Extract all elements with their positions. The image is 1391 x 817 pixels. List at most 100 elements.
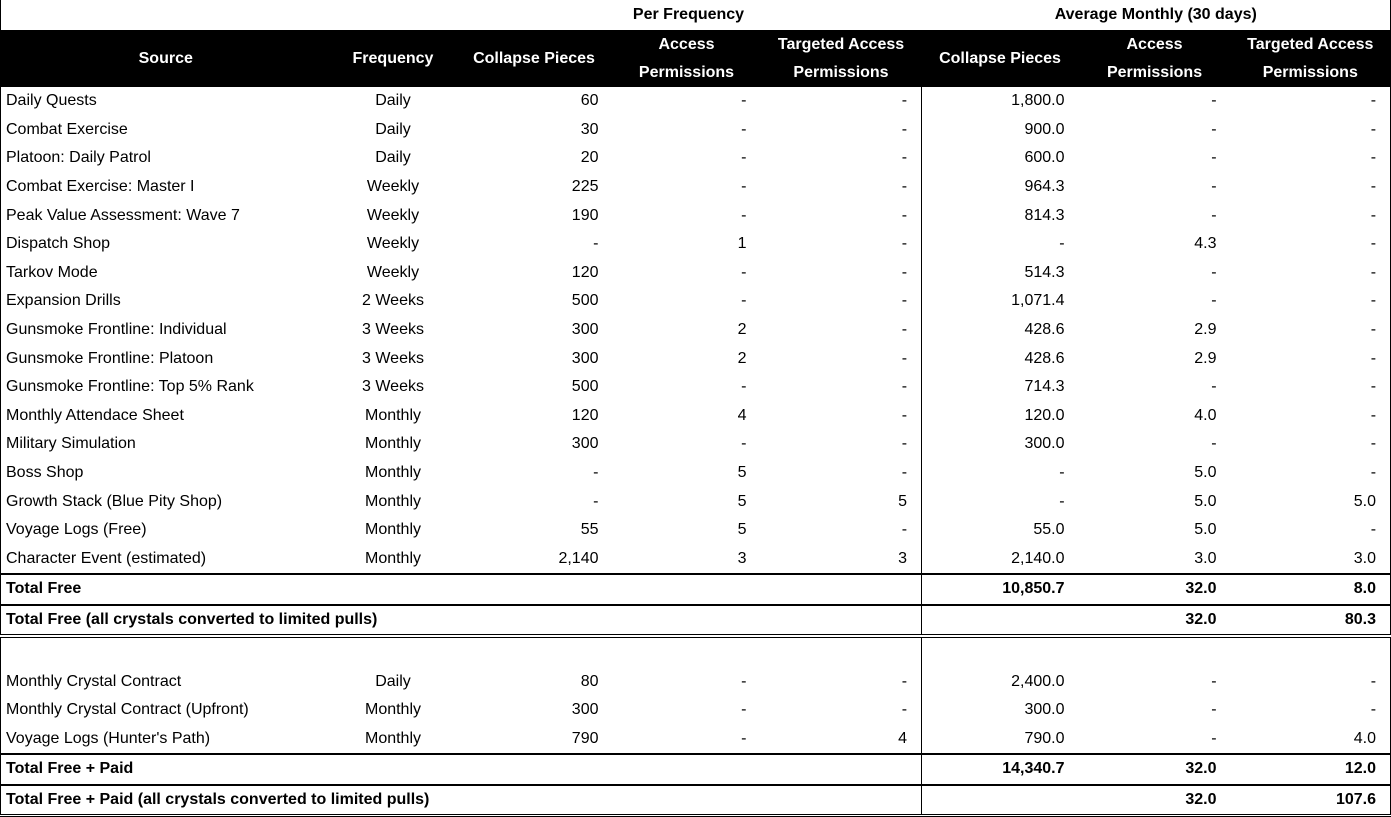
cell-targeted-access-permissions: -	[760, 287, 923, 316]
group-average-monthly: Average Monthly (30 days)	[921, 0, 1391, 31]
cell-avg-targeted-access-permissions: -	[1370, 178, 1377, 196]
cell-collapse-pieces: 120	[571, 263, 599, 281]
cell-access-permissions: 3	[737, 549, 747, 567]
column-header-row: Source Frequency Collapse Pieces Access …	[0, 30, 1391, 87]
cell-collapse-pieces: 60	[580, 92, 599, 110]
table-row: Gunsmoke Frontline: Individual 3 Weeks 300…	[1, 315, 1391, 345]
cell-avg-collapse-pieces: 2,140.0	[1011, 549, 1065, 567]
cell-frequency: Monthly	[364, 521, 422, 539]
cell-targeted-access-permissions: 4	[760, 724, 923, 755]
cell-targeted-access-permissions: -	[760, 172, 923, 202]
cell-collapse-pieces: 500	[571, 378, 599, 396]
cell-avg-collapse-pieces: 814.3	[1024, 206, 1065, 224]
cell-source: Dispatch Shop	[6, 235, 111, 253]
cell-avg-access-permissions: 32.0	[1078, 603, 1231, 639]
header-avg-access-permissions: Access Permissions	[1078, 30, 1231, 87]
cell-avg-targeted-access-permissions: -	[1370, 263, 1377, 281]
cell-frequency: Monthly	[364, 406, 422, 424]
table-row: Growth Stack (Blue Pity Shop) Monthly - 5 5 -…	[1, 487, 1391, 516]
cell-access-permissions: -	[741, 206, 747, 224]
cell-avg-targeted-access-permissions: -	[1370, 235, 1377, 253]
table-row: Monthly Crystal Contract (Upfront) Monthl…	[1, 695, 1391, 725]
cell-targeted-access-permissions: -	[760, 695, 923, 725]
total-row: Total Free 10,850.7 32.0 8.0	[0, 573, 1391, 605]
cell-targeted-access-permissions: -	[760, 144, 923, 173]
table-row: Gunsmoke Frontline: Top 5% Rank 3 Weeks 50…	[1, 372, 1391, 402]
cell-frequency: 3 Weeks	[362, 349, 424, 367]
header-avg-collapse-pieces: Collapse Pieces	[921, 30, 1079, 87]
cell-avg-targeted-access-permissions: 12.0	[1230, 753, 1391, 785]
cell-avg-targeted-access-permissions: -	[1370, 701, 1377, 719]
cell-avg-targeted-access-permissions: -	[1370, 292, 1377, 310]
spacer-row	[0, 636, 1391, 668]
cell-avg-access-permissions: 5.0	[1194, 521, 1217, 539]
cell-access-permissions: -	[741, 178, 747, 196]
cell-avg-targeted-access-permissions: -	[1370, 120, 1377, 138]
cell-targeted-access-permissions: -	[760, 401, 923, 431]
cell-frequency: Monthly	[364, 492, 422, 510]
table-row: Dispatch Shop Weekly -1- -4.3-	[1, 229, 1391, 259]
cell-avg-targeted-access-permissions: -	[1370, 378, 1377, 396]
cell-source: Expansion Drills	[6, 292, 121, 310]
cell-avg-access-permissions: -	[1211, 292, 1217, 310]
cell-avg-collapse-pieces	[921, 783, 1079, 816]
header-avg-targeted-access-permissions: Targeted Access Permissions	[1230, 30, 1391, 87]
cell-source: Gunsmoke Frontline: Top 5% Rank	[6, 378, 254, 396]
cell-avg-collapse-pieces: 1,800.0	[1011, 92, 1065, 110]
cell-avg-targeted-access-permissions: -	[1370, 349, 1377, 367]
cell-avg-access-permissions: 4.0	[1194, 406, 1217, 424]
cell-avg-targeted-access-permissions: -	[1370, 521, 1377, 539]
cell-avg-access-permissions: 5.0	[1194, 464, 1217, 482]
table-row: Tarkov Mode Weekly 120- -514.3- -	[1, 258, 1391, 288]
cell-avg-access-permissions: 32.0	[1078, 573, 1231, 605]
cell-source: Character Event (estimated)	[6, 549, 207, 567]
cell-avg-access-permissions: -	[1211, 178, 1217, 196]
cell-avg-collapse-pieces: -	[1059, 464, 1065, 482]
cell-collapse-pieces: 300	[571, 435, 599, 453]
cell-access-permissions: 2	[737, 321, 747, 339]
cell-frequency: Weekly	[366, 178, 420, 196]
cell-source: Daily Quests	[6, 92, 97, 110]
table-row: Expansion Drills 2 Weeks 500- -1,071.4- -	[1, 287, 1391, 316]
cell-avg-targeted-access-permissions: 5.0	[1353, 492, 1377, 510]
header-access-permissions: Access Permissions	[612, 30, 761, 87]
cell-source: Monthly Crystal Contract (Upfront)	[6, 701, 249, 719]
cell-avg-access-permissions: -	[1211, 206, 1217, 224]
cell-access-permissions: 1	[737, 235, 747, 253]
cell-source: Gunsmoke Frontline: Platoon	[6, 349, 214, 367]
cell-access-permissions: -	[741, 672, 747, 690]
cell-avg-targeted-access-permissions: 107.6	[1230, 783, 1391, 816]
cell-avg-access-permissions: 2.9	[1194, 349, 1217, 367]
cell-source: Platoon: Daily Patrol	[6, 149, 151, 167]
cell-frequency: Monthly	[364, 729, 422, 747]
cell-avg-access-permissions: -	[1211, 672, 1217, 690]
cell-avg-collapse-pieces: 514.3	[1024, 263, 1065, 281]
cell-targeted-access-permissions: -	[760, 258, 923, 288]
cell-source: Combat Exercise	[6, 120, 128, 138]
cell-collapse-pieces: 300	[571, 321, 599, 339]
cell-collapse-pieces: 300	[571, 701, 599, 719]
cell-access-permissions: -	[741, 292, 747, 310]
cell-avg-targeted-access-permissions: -	[1370, 92, 1377, 110]
cell-collapse-pieces: 120	[571, 406, 599, 424]
cell-avg-collapse-pieces: 120.0	[1024, 406, 1065, 424]
table-row: Peak Value Assessment: Wave 7 Weekly 190- -…	[1, 201, 1391, 230]
cell-avg-collapse-pieces: 964.3	[1024, 178, 1065, 196]
cell-source: Total Free + Paid	[0, 753, 923, 785]
cell-access-permissions: 5	[737, 464, 747, 482]
table-row: Combat Exercise: Master I Weekly 225- -964.…	[1, 172, 1391, 202]
table-row: Gunsmoke Frontline: Platoon 3 Weeks 300 2-4…	[1, 344, 1391, 373]
cell-avg-collapse-pieces: -	[1059, 492, 1065, 510]
cell-source: Boss Shop	[6, 464, 84, 482]
cell-avg-collapse-pieces: 790.0	[1024, 729, 1065, 747]
cell-avg-access-permissions: -	[1211, 378, 1217, 396]
cell-frequency: Daily	[375, 672, 411, 690]
table-row: Voyage Logs (Hunter's Path) Monthly 790-4 7…	[1, 724, 1391, 755]
table-row: Daily Quests Daily 60- -1,800.0- -	[1, 87, 1391, 116]
cell-avg-access-permissions: -	[1211, 729, 1217, 747]
table-row: Voyage Logs (Free) Monthly 55 5-55.0 5.0-	[1, 515, 1391, 545]
cell-collapse-pieces: 500	[571, 292, 599, 310]
cell-avg-collapse-pieces: 14,340.7	[921, 753, 1079, 785]
cell-avg-targeted-access-permissions: 8.0	[1230, 573, 1391, 605]
